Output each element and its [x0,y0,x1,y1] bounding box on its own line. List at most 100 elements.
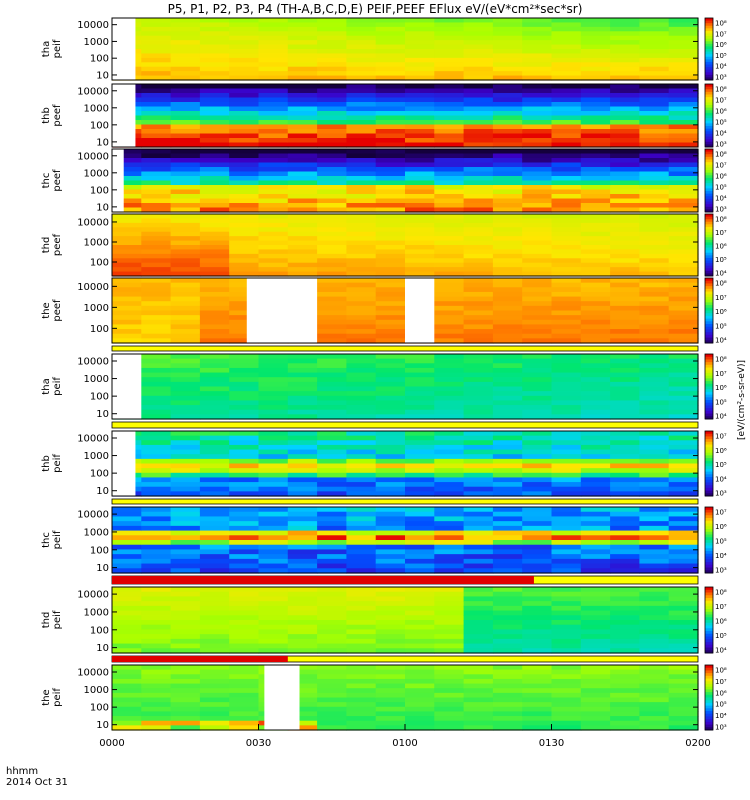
spectrogram-cell [463,102,494,108]
spectrogram-cell [141,692,172,699]
spectrogram-cell [375,678,406,685]
spectrogram-cell [287,97,318,103]
spectrogram-cell [258,22,289,28]
spectrogram-cell [141,440,172,446]
spectrogram-cell [287,381,318,388]
spectrogram-cell [610,725,640,731]
spectrogram-cell [580,88,611,94]
spectrogram-cell [463,678,494,685]
spectrogram-cell [141,725,172,731]
spectrogram-cell [580,291,611,298]
spectrogram-cell [346,97,377,103]
spectrogram-cell [610,253,640,259]
spectrogram-cell [610,535,640,541]
spectrogram-cell [258,138,289,144]
spectrogram-cell [522,262,553,268]
spectrogram-cell [463,97,494,103]
spectrogram-cell [522,149,553,155]
spectrogram-cell [580,414,611,420]
colorbar-tick-label: 10⁸ [715,216,727,224]
spectrogram-cell [580,354,611,360]
spectrogram-cell [551,449,582,455]
colorbar-segment [705,724,713,728]
spectrogram-cell [287,93,318,99]
spectrogram-cell [463,133,494,139]
spectrogram-cell [492,44,523,50]
spectrogram-cell [639,231,670,237]
spectrogram-cell [141,395,172,402]
spectrogram-cell [522,267,553,273]
spectrogram-cell [317,142,347,148]
y-tick-label: 100 [90,120,109,131]
spectrogram-cell [580,669,611,675]
spectrogram-cell [287,591,318,598]
spectrogram-cell [375,440,406,446]
spectrogram-cell [258,218,289,224]
spectrogram-cell [668,62,699,68]
spectrogram-cell [346,634,377,640]
spectrogram-cell [668,333,699,339]
spectrogram-cell [375,120,406,126]
spectrogram-cell [463,610,494,616]
spectrogram-cell [551,245,582,251]
spectrogram-cell [287,203,318,209]
spectrogram-cell [434,516,465,522]
spectrogram-cell [492,468,523,474]
spectrogram-cell [229,449,260,455]
spectrogram-cell [610,315,640,321]
spectrogram-cell [492,558,523,565]
spectrogram-cell [610,84,640,90]
colorbar-tick-label: 10⁵ [715,256,727,264]
spectrogram-cell [170,40,201,46]
spectrogram-cell [199,409,230,415]
spectrogram-cell [580,558,611,565]
spectrogram-cell [141,468,172,474]
spectrogram-cell [346,185,377,191]
spectrogram-cell [639,115,670,121]
spectrogram-cell [639,444,670,451]
spectrogram-cell [317,329,347,335]
spectrogram-cell [434,324,465,330]
spectrogram-cell [199,587,230,593]
spectrogram-cell [434,716,465,722]
spectrogram-cell [170,414,201,420]
spectrogram-cell [522,329,553,335]
spectrogram-cell [317,218,347,224]
spectrogram-cell [258,629,289,635]
spectrogram-cell [229,665,260,671]
spectrogram-cell [405,240,435,246]
spectrogram-cell [199,372,230,378]
spectrogram-cell [170,648,201,654]
spectrogram-cell [317,62,347,68]
spectrogram-cell [405,185,435,191]
spectrogram-cell [229,563,260,569]
spectrogram-cell [580,84,611,90]
spectrogram-cell [141,449,172,455]
spectrogram-cell [580,363,611,369]
spectrogram-cell [405,40,435,46]
spectrogram-cell [639,516,670,522]
spectrogram-cell [346,482,377,488]
spectrogram-cell [434,291,465,298]
spectrogram-cell [141,507,172,513]
spectrogram-cell [405,262,435,268]
spectrogram-cell [522,180,553,186]
spectrogram-cell [522,358,553,364]
spectrogram-cell [522,516,553,522]
colorbar-segment [705,177,713,182]
spectrogram-cell [522,440,553,446]
spectrogram-cell [639,35,670,41]
spectrogram-cell [434,153,465,159]
spectrogram-cell [287,620,318,626]
spectrogram-cell [492,329,523,335]
spectrogram-cell [199,84,230,90]
spectrogram-cell [522,198,553,204]
colorbar-segment [705,705,713,709]
colorbar-tick-label: 10⁵ [715,184,727,192]
spectrogram-cell [551,678,582,685]
spectrogram-cell [229,158,260,164]
spectrogram-cell [112,329,142,335]
colorbar-tick-label: 10⁴ [715,413,727,421]
spectrogram-cell [492,525,523,532]
colorbar-segment [705,665,713,669]
